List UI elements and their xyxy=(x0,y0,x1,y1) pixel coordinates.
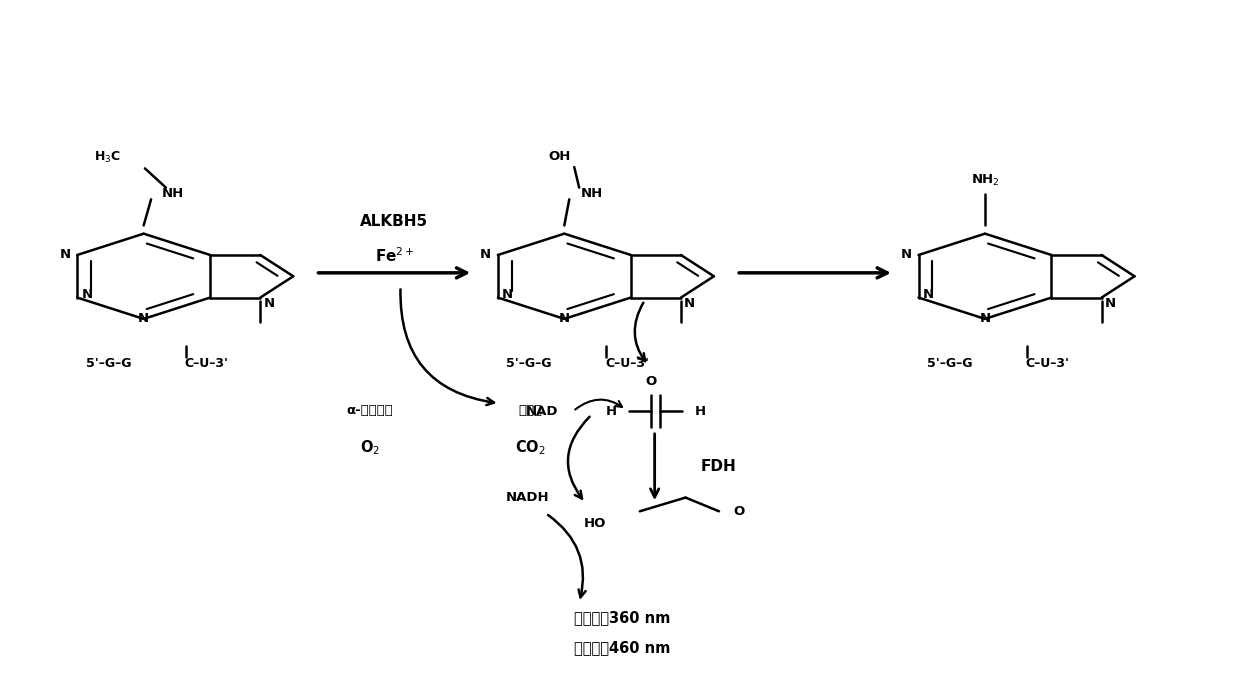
Text: N: N xyxy=(60,248,71,262)
Text: N: N xyxy=(559,313,570,326)
Text: H: H xyxy=(606,405,618,418)
Text: N: N xyxy=(900,248,911,262)
Text: O: O xyxy=(733,505,744,518)
Text: NH$_2$: NH$_2$ xyxy=(971,172,999,188)
Text: H: H xyxy=(694,405,706,418)
Text: CO$_2$: CO$_2$ xyxy=(515,439,546,457)
Text: NAD: NAD xyxy=(526,405,558,418)
Text: 5'–G–G: 5'–G–G xyxy=(928,357,972,370)
Text: ALKBH5: ALKBH5 xyxy=(361,214,428,229)
Text: NH: NH xyxy=(580,187,603,200)
Text: N: N xyxy=(82,288,93,302)
Text: N: N xyxy=(263,297,274,310)
Text: NH: NH xyxy=(162,187,185,200)
Text: N: N xyxy=(980,313,991,326)
Text: 琥珀酸: 琥珀酸 xyxy=(518,404,542,417)
Text: O$_2$: O$_2$ xyxy=(360,439,379,457)
Text: 发射光：460 nm: 发射光：460 nm xyxy=(574,640,671,655)
Text: C–U–3': C–U–3' xyxy=(185,357,228,370)
Text: N: N xyxy=(923,288,934,302)
Text: HO: HO xyxy=(584,518,606,530)
Text: Fe$^{2+}$: Fe$^{2+}$ xyxy=(374,246,414,265)
Text: C–U–3': C–U–3' xyxy=(605,357,650,370)
Text: N: N xyxy=(480,248,491,262)
Text: H$_3$C: H$_3$C xyxy=(94,150,122,165)
Text: 5'–G–G: 5'–G–G xyxy=(506,357,552,370)
Text: C–U–3': C–U–3' xyxy=(1025,357,1070,370)
Text: NADH: NADH xyxy=(506,491,549,504)
Text: FDH: FDH xyxy=(701,460,737,475)
Text: N: N xyxy=(1105,297,1116,310)
Text: OH: OH xyxy=(548,150,570,163)
Text: N: N xyxy=(502,288,513,302)
Text: O: O xyxy=(645,375,656,388)
Text: N: N xyxy=(684,297,696,310)
Text: 激发光：360 nm: 激发光：360 nm xyxy=(574,611,671,625)
Text: N: N xyxy=(138,313,149,326)
Text: 5'–G–G: 5'–G–G xyxy=(86,357,131,370)
Text: α-酮戊二酸: α-酮戊二酸 xyxy=(346,404,393,417)
